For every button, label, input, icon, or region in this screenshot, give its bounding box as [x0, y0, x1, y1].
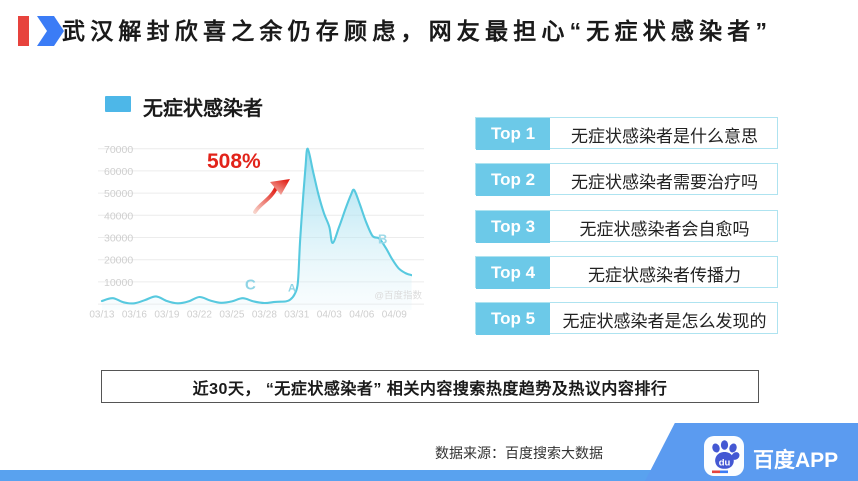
svg-text:04/09: 04/09 — [382, 310, 407, 321]
svg-text:60000: 60000 — [104, 166, 133, 178]
svg-text:03/16: 03/16 — [122, 310, 147, 321]
svg-text:03/25: 03/25 — [219, 310, 244, 321]
svg-text:50000: 50000 — [104, 188, 133, 200]
svg-text:70000: 70000 — [104, 144, 133, 156]
svg-text:03/31: 03/31 — [284, 310, 309, 321]
svg-text:03/13: 03/13 — [89, 310, 114, 321]
svg-text:03/19: 03/19 — [154, 310, 179, 321]
svg-text:A: A — [288, 283, 296, 295]
svg-text:C: C — [245, 277, 256, 294]
svg-text:20000: 20000 — [104, 255, 133, 267]
svg-text:03/28: 03/28 — [252, 310, 277, 321]
svg-text:du: du — [719, 458, 731, 469]
svg-text:40000: 40000 — [104, 210, 133, 222]
svg-text:04/03: 04/03 — [317, 310, 342, 321]
svg-text:03/22: 03/22 — [187, 310, 212, 321]
svg-text:@百度指数: @百度指数 — [374, 290, 422, 302]
svg-text:10000: 10000 — [104, 277, 133, 289]
svg-text:30000: 30000 — [104, 233, 133, 245]
svg-text:B: B — [378, 232, 387, 247]
svg-text:04/06: 04/06 — [349, 310, 374, 321]
